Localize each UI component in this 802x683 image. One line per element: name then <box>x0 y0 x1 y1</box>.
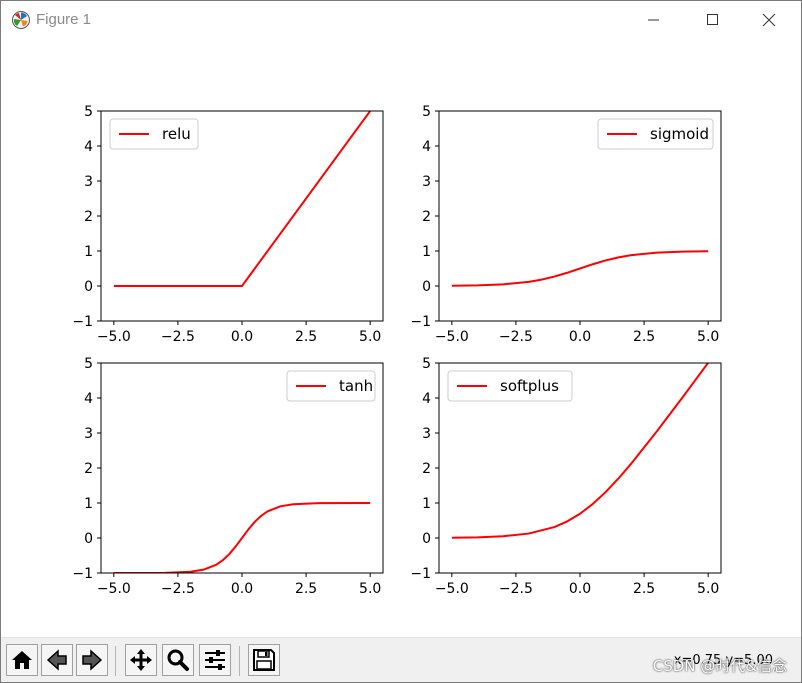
back-button[interactable] <box>41 644 73 676</box>
x-tick-label: 2.5 <box>295 581 317 597</box>
figure-plots: −5.0 −2.5 0.0 2.5 5.0 −1 0 1 2 3 4 5 relu −5.0 −2.5 0.0… <box>72 104 722 597</box>
x-tick-label: −5.0 <box>97 581 131 597</box>
y-tick-label: 2 <box>84 461 93 477</box>
y-tick-label: 2 <box>84 209 93 225</box>
x-tick-label: −2.5 <box>499 329 533 345</box>
y-tick-label: 0 <box>422 279 431 295</box>
subplot-softplus: −5.0 −2.5 0.0 2.5 5.0 −1 0 1 2 3 4 5 softplus <box>410 356 722 597</box>
minimize-icon <box>648 19 659 21</box>
legend-box <box>447 370 573 402</box>
y-tick-label: 5 <box>422 104 431 120</box>
legend-label: tanh <box>339 377 373 395</box>
legend: relu <box>109 118 199 150</box>
x-tick-label: −5.0 <box>435 581 469 597</box>
x-tick-label: −2.5 <box>161 581 195 597</box>
y-tick-label: 5 <box>422 356 431 372</box>
subplot-tanh: −5.0 −2.5 0.0 2.5 5.0 −1 0 1 2 3 4 5 tanh <box>72 356 384 597</box>
x-tick-label: −2.5 <box>161 329 195 345</box>
sigmoid-line <box>451 250 709 287</box>
title-bar[interactable]: Figure 1 <box>1 1 801 39</box>
watermark-text: CSDN @时代&信念 <box>652 657 787 675</box>
matplotlib-icon <box>12 11 30 29</box>
legend: tanh <box>286 370 376 402</box>
y-tick-label: 1 <box>84 244 93 260</box>
x-tick-label: 5.0 <box>359 581 381 597</box>
x-tick-label: 0.0 <box>569 581 591 597</box>
legend-label: sigmoid <box>650 125 709 143</box>
y-tick-label: 0 <box>84 279 93 295</box>
tanh-line <box>113 502 371 573</box>
x-tick-label: 5.0 <box>697 581 719 597</box>
toolbar-separator <box>239 646 240 676</box>
navigation-toolbar: x=0.75 y=5.00 CSDN @时代&信念 <box>1 637 801 682</box>
y-tick-label: 5 <box>84 104 93 120</box>
y-tick-label: −1 <box>72 314 93 330</box>
y-tick-label: −1 <box>410 314 431 330</box>
x-tick-label: 2.5 <box>295 329 317 345</box>
legend-label: relu <box>162 125 191 143</box>
y-tick-label: 1 <box>422 496 431 512</box>
minimize-button[interactable] <box>631 1 677 39</box>
subplot-relu: −5.0 −2.5 0.0 2.5 5.0 −1 0 1 2 3 4 5 relu <box>72 104 384 345</box>
y-tick-label: 3 <box>84 426 93 442</box>
y-tick-label: 0 <box>422 531 431 547</box>
x-tick-label: 2.5 <box>633 329 655 345</box>
y-tick-label: 3 <box>84 174 93 190</box>
floppy-disk-icon <box>253 649 275 671</box>
x-tick-label: 2.5 <box>633 581 655 597</box>
x-tick-label: −5.0 <box>435 329 469 345</box>
toolbar-separator <box>115 646 116 676</box>
legend: softplus <box>447 370 573 402</box>
y-tick-label: 3 <box>422 426 431 442</box>
close-button[interactable] <box>746 1 792 39</box>
y-tick-label: −1 <box>72 566 93 582</box>
y-tick-label: 4 <box>84 391 93 407</box>
y-tick-label: 1 <box>84 496 93 512</box>
x-tick-label: 5.0 <box>697 329 719 345</box>
save-button[interactable] <box>248 644 280 676</box>
sliders-icon <box>205 650 225 670</box>
x-tick-label: 0.0 <box>569 329 591 345</box>
softplus-line <box>451 363 709 539</box>
legend-box <box>597 118 714 150</box>
x-tick-label: 5.0 <box>359 329 381 345</box>
pan-button[interactable] <box>125 644 157 676</box>
y-tick-label: 3 <box>422 174 431 190</box>
y-tick-label: 4 <box>84 139 93 155</box>
legend-box <box>286 370 376 402</box>
configure-subplots-button[interactable] <box>199 644 231 676</box>
back-arrow-icon <box>46 649 67 671</box>
home-button[interactable] <box>6 644 38 676</box>
cursor-coordinates: x=0.75 y=5.00 <box>673 653 773 668</box>
legend-label: softplus <box>500 377 559 395</box>
x-tick-label: −2.5 <box>499 581 533 597</box>
y-tick-label: 5 <box>84 356 93 372</box>
window-title: Figure 1 <box>36 11 92 28</box>
maximize-button[interactable] <box>690 1 736 39</box>
home-icon <box>12 651 32 669</box>
move-icon <box>130 649 152 671</box>
legend-box <box>109 118 199 150</box>
y-tick-label: 1 <box>422 244 431 260</box>
legend: sigmoid <box>597 118 714 150</box>
x-tick-label: 0.0 <box>231 581 253 597</box>
y-tick-label: 0 <box>84 531 93 547</box>
y-tick-label: 2 <box>422 461 431 477</box>
zoom-button[interactable] <box>162 644 194 676</box>
close-icon <box>762 13 776 27</box>
subplot-sigmoid: −5.0 −2.5 0.0 2.5 5.0 −1 0 1 2 3 4 5 sigmoid <box>410 104 722 345</box>
y-tick-label: −1 <box>410 566 431 582</box>
y-tick-label: 4 <box>422 391 431 407</box>
forward-button[interactable] <box>76 644 108 676</box>
maximize-icon <box>707 14 718 25</box>
relu-line <box>113 111 371 287</box>
y-tick-label: 4 <box>422 139 431 155</box>
y-tick-label: 2 <box>422 209 431 225</box>
magnifier-icon <box>167 649 189 671</box>
forward-arrow-icon <box>82 649 103 671</box>
x-tick-label: 0.0 <box>231 329 253 345</box>
x-tick-label: −5.0 <box>97 329 131 345</box>
figure-canvas[interactable]: −5.0 −2.5 0.0 2.5 5.0 −1 0 1 2 3 4 5 relu −5.0 −2.5 0.0… <box>1 39 801 637</box>
